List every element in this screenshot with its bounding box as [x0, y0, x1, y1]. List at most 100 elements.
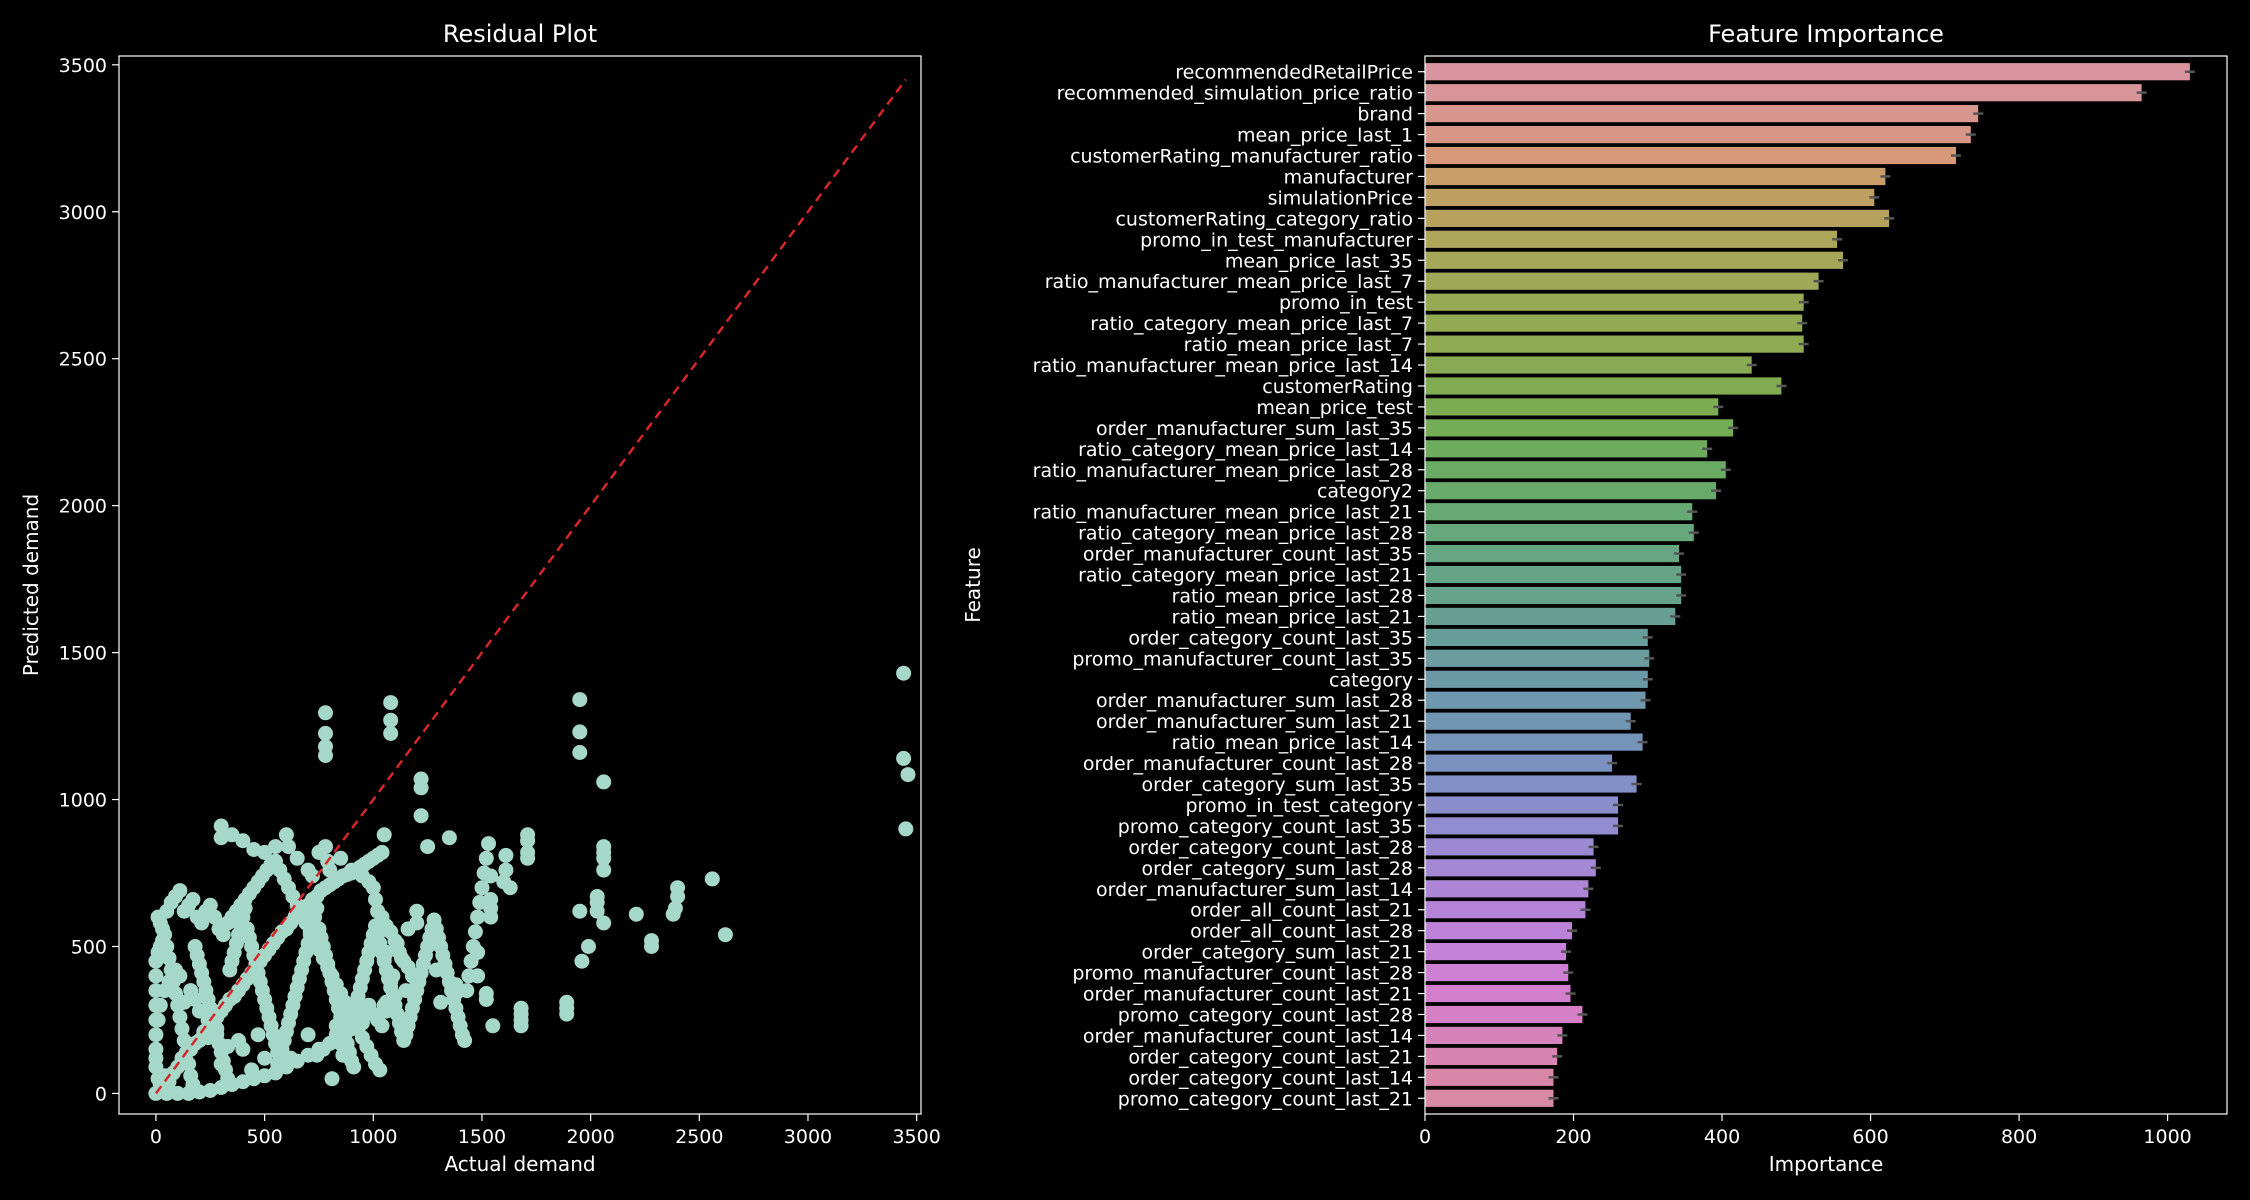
feature-label: ratio_manufacturer_mean_price_last_21 [1033, 502, 1413, 524]
scatter-point [165, 974, 181, 990]
scatter-point [289, 850, 305, 866]
importance-bar [1425, 1026, 1563, 1044]
feature-label: promo_manufacturer_count_last_35 [1072, 648, 1413, 670]
feature-label: customerRating_manufacturer_ratio [1070, 146, 1413, 168]
importance-x-axis-label: Importance [1769, 1152, 1884, 1176]
x-tick-label: 1000 [349, 1126, 397, 1148]
importance-bar [1425, 146, 1956, 165]
reference-line [154, 78, 907, 1095]
scatter-point [900, 767, 916, 783]
scatter-point [483, 909, 499, 925]
x-tick-label: 400 [1704, 1126, 1740, 1148]
x-tick-label: 1000 [2143, 1126, 2191, 1148]
feature-label: promo_in_test [1279, 292, 1413, 314]
importance-bar [1425, 230, 1838, 248]
importance-y-axis-label: Feature [961, 547, 985, 623]
scatter-point [896, 750, 912, 766]
scatter-point [478, 991, 494, 1007]
y-tick-label: 0 [95, 1083, 107, 1105]
scatter-point [235, 833, 251, 849]
scatter-point [322, 862, 338, 878]
scatter-point [161, 950, 177, 966]
scatter-point [896, 665, 912, 681]
scatter-point [202, 897, 218, 913]
importance-bar [1425, 335, 1804, 353]
scatter-point [250, 1027, 266, 1043]
x-tick-label: 2500 [675, 1126, 723, 1148]
scatter-point [237, 900, 253, 916]
importance-bar [1425, 105, 1979, 123]
y-tick-label: 1000 [59, 790, 107, 812]
scatter-point [185, 1077, 201, 1093]
scatter-point [581, 939, 596, 954]
feature-label: ratio_category_mean_price_last_21 [1078, 565, 1413, 587]
scatter-point [318, 839, 333, 855]
scatter-point [372, 1062, 388, 1078]
feature-label: recommended_simulation_price_ratio [1057, 83, 1413, 105]
importance-bar [1425, 63, 2190, 81]
x-tick-label: 0 [1419, 1126, 1431, 1148]
scatter-point [574, 953, 590, 969]
feature-label: order_category_sum_last_21 [1141, 942, 1413, 964]
scatter-point [502, 880, 518, 896]
scatter-point [183, 983, 199, 999]
importance-bar [1425, 356, 1752, 374]
scatter-point [368, 892, 383, 907]
scatter-point [304, 868, 320, 884]
feature-label: order_manufacturer_sum_last_28 [1096, 690, 1413, 712]
scatter-point [413, 808, 429, 824]
scatter-point [309, 900, 325, 916]
scatter-point [478, 850, 494, 866]
x-tick-label: 200 [1555, 1126, 1591, 1148]
feature-label: category2 [1317, 481, 1413, 503]
importance-bar [1425, 1005, 1583, 1024]
scatter-point [181, 1056, 197, 1072]
scatter-point [174, 1021, 190, 1037]
scatter-point [157, 927, 173, 943]
scatter-point [324, 1071, 340, 1087]
importance-bar [1425, 691, 1646, 709]
x-tick-label: 3500 [892, 1126, 940, 1148]
importance-bar [1425, 733, 1643, 751]
scatter-point [281, 839, 296, 855]
residual-y-axis-label: Predicted demand [19, 494, 43, 676]
y-tick-label: 500 [71, 936, 107, 958]
scatter-point [474, 880, 490, 896]
residual-plot-frame [118, 55, 922, 1115]
scatter-point [413, 780, 429, 796]
scatter-point [717, 927, 733, 943]
importance-bar [1425, 859, 1596, 877]
feature-label: order_category_count_last_28 [1128, 837, 1413, 859]
feature-label: customerRating_category_ratio [1115, 208, 1413, 230]
residual-y-ticks: 0 500 1000 1500 2000 2500 3000 3500 [59, 55, 119, 1105]
importance-bar [1425, 461, 1726, 479]
x-tick-label: 3000 [784, 1126, 832, 1148]
residual-plot: Residual Plot 0 500 1000 1500 2000 2500 3000 35… [19, 20, 941, 1176]
feature-label: order_all_count_last_21 [1190, 900, 1413, 922]
scatter-point [628, 906, 644, 922]
feature-label: order_manufacturer_count_last_21 [1083, 984, 1413, 1006]
scatter-point [467, 924, 483, 940]
scatter-points [148, 665, 916, 1101]
scatter-point [374, 844, 390, 860]
y-tick-label: 1500 [59, 643, 107, 665]
feature-label: promo_in_test_manufacturer [1140, 229, 1413, 251]
scatter-point [185, 892, 201, 907]
importance-bar [1425, 817, 1619, 835]
feature-label: promo_category_count_last_28 [1118, 1005, 1413, 1027]
scatter-point [589, 903, 605, 919]
scatter-point [148, 1012, 164, 1028]
scatter-point [387, 933, 403, 949]
importance-y-ticks: recommendedRetailPricerecommended_simula… [1033, 62, 1425, 1110]
importance-bar [1425, 838, 1594, 856]
feature-label: order_manufacturer_count_last_14 [1083, 1025, 1413, 1047]
scatter-point [520, 850, 536, 866]
x-tick-label: 0 [150, 1126, 162, 1148]
feature-importance-chart: Feature Importance 0 200 400 600 800 1000 rec… [961, 20, 2228, 1176]
scatter-point [220, 1071, 236, 1087]
importance-bar [1425, 901, 1586, 919]
scatter-point [170, 997, 186, 1013]
feature-label: mean_price_test [1256, 397, 1413, 419]
importance-bar [1425, 545, 1679, 563]
